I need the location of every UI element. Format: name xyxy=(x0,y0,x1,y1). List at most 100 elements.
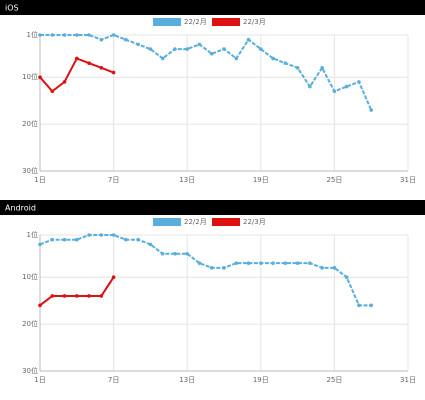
point xyxy=(246,261,251,265)
point xyxy=(62,33,67,37)
point xyxy=(99,233,104,237)
x-tick-label: 1日 xyxy=(34,176,45,184)
point xyxy=(87,61,91,65)
point xyxy=(50,237,55,242)
point xyxy=(50,294,55,298)
legend-swatch xyxy=(212,218,240,226)
point xyxy=(38,242,42,247)
y-tick-label: 20位 xyxy=(22,119,38,128)
point xyxy=(259,261,263,265)
y-tick-label: 30位 xyxy=(22,366,38,375)
legend-swatch xyxy=(153,218,181,226)
point xyxy=(38,303,42,308)
point xyxy=(222,266,226,270)
point xyxy=(173,251,177,256)
chart-title: iOS xyxy=(5,4,19,13)
point xyxy=(357,80,361,84)
point xyxy=(369,108,374,112)
point xyxy=(173,47,177,51)
point xyxy=(75,33,79,37)
point xyxy=(75,237,79,242)
point xyxy=(308,84,312,89)
point xyxy=(197,261,202,265)
point xyxy=(234,261,239,265)
y-tick-label: 10位 xyxy=(22,272,38,281)
point xyxy=(111,275,116,280)
point xyxy=(308,261,312,265)
series-line xyxy=(39,234,372,307)
header-bar xyxy=(0,200,425,215)
point xyxy=(136,42,140,47)
point xyxy=(295,66,300,70)
point xyxy=(124,237,128,242)
point xyxy=(344,84,349,89)
x-tick-label: 31日 xyxy=(400,176,416,184)
point xyxy=(295,261,300,265)
point xyxy=(332,89,337,94)
header-bar xyxy=(0,0,425,15)
point xyxy=(234,56,239,61)
legend-label: 22/3月 xyxy=(243,18,266,26)
point xyxy=(283,61,288,65)
point xyxy=(185,47,189,51)
point xyxy=(185,251,189,256)
point xyxy=(222,47,226,51)
point xyxy=(99,294,104,298)
point xyxy=(62,294,67,298)
point xyxy=(62,80,67,84)
point xyxy=(160,56,165,61)
legend-swatch xyxy=(153,18,181,26)
x-tick-label: 19日 xyxy=(253,376,269,384)
point xyxy=(38,33,42,37)
point xyxy=(209,266,214,270)
chart-title: Android xyxy=(5,204,36,213)
point xyxy=(209,51,214,56)
point xyxy=(197,42,202,47)
legend-label: 22/2月 xyxy=(184,218,207,226)
y-tick-label: 10位 xyxy=(22,72,38,81)
point xyxy=(160,251,165,256)
point xyxy=(38,75,42,80)
y-tick-label: 1位 xyxy=(27,30,38,39)
point xyxy=(344,275,349,280)
x-tick-label: 7日 xyxy=(108,376,119,384)
point xyxy=(99,37,104,42)
y-tick-label: 30位 xyxy=(22,166,38,175)
point xyxy=(320,266,324,270)
point xyxy=(369,303,374,308)
point xyxy=(111,233,116,237)
x-tick-label: 19日 xyxy=(253,176,269,184)
point xyxy=(87,294,91,298)
x-tick-label: 7日 xyxy=(108,176,119,184)
point xyxy=(87,33,91,37)
x-tick-label: 13日 xyxy=(179,176,195,184)
x-tick-label: 13日 xyxy=(179,376,195,384)
point xyxy=(271,56,275,61)
point xyxy=(259,47,263,51)
series-line xyxy=(40,33,373,111)
point xyxy=(75,294,79,298)
point xyxy=(111,70,116,75)
x-tick-label: 1日 xyxy=(34,376,45,384)
x-tick-label: 25日 xyxy=(326,176,342,184)
point xyxy=(246,37,251,42)
series-line xyxy=(39,57,114,93)
y-tick-label: 20位 xyxy=(22,319,38,328)
point xyxy=(148,47,153,51)
point xyxy=(99,66,104,70)
point xyxy=(75,56,79,61)
point xyxy=(148,242,153,247)
point xyxy=(111,33,116,37)
point xyxy=(332,266,337,270)
point xyxy=(50,89,55,94)
legend-swatch xyxy=(212,18,240,26)
point xyxy=(62,237,67,242)
y-tick-label: 1位 xyxy=(27,230,38,239)
point xyxy=(320,66,324,70)
legend-label: 22/2月 xyxy=(184,18,207,26)
point xyxy=(357,303,361,308)
point xyxy=(271,261,275,265)
legend-label: 22/3月 xyxy=(243,218,266,226)
x-tick-label: 25日 xyxy=(326,376,342,384)
